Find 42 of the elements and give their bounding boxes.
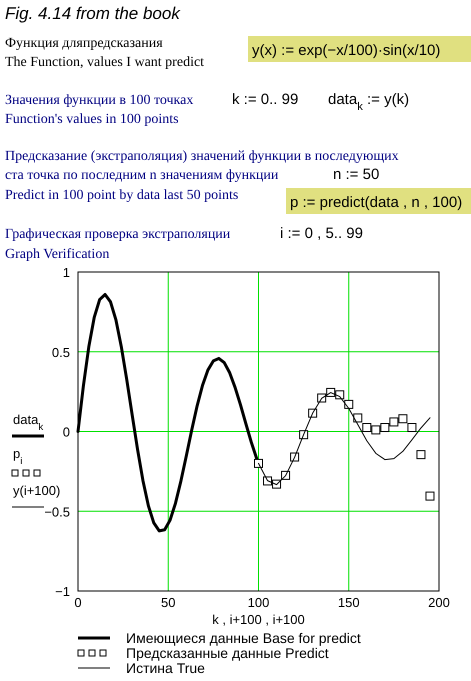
y-tick-label: −0.5	[44, 504, 70, 520]
text: Function's values in 100 points	[5, 112, 179, 127]
x-tick-label: 0	[74, 595, 82, 610]
point	[389, 417, 398, 426]
point	[254, 458, 263, 468]
point	[362, 423, 372, 432]
x-tick-label: 200	[428, 595, 450, 610]
point	[380, 423, 390, 432]
point	[407, 423, 416, 432]
x-tick-label: 150	[338, 595, 360, 610]
text: p := predict(data , n , 100)	[290, 194, 462, 211]
legend-label: Имеющиеся данные Base for predict	[126, 630, 361, 646]
text: y(x) := exp(−x/100)·sin(x/10)	[252, 42, 440, 59]
x-tick-label: 100	[248, 595, 270, 610]
text: i := 0 , 5.. 99	[280, 225, 363, 242]
point	[353, 413, 362, 422]
text: n := 50	[333, 166, 380, 183]
chart-title: Fig. 4.14 from the book	[5, 4, 182, 23]
text: k := 0.. 99	[232, 91, 298, 108]
legend-label: Истина True	[126, 660, 206, 676]
text: Функция дляпредсказания	[5, 36, 164, 51]
y-tick-label: −1	[55, 584, 70, 599]
point	[344, 400, 354, 409]
text: Значения функции в 100 точках	[5, 93, 194, 108]
y-tick-label: 0.5	[52, 344, 70, 360]
legend-label: Предсказанные данные Predict	[126, 645, 329, 661]
text: data$_{k}$ p$_{i}$ y(i+100)	[13, 412, 60, 498]
point	[398, 414, 408, 424]
text: Graph Verification	[5, 247, 110, 262]
y-tick-label: 0	[62, 424, 70, 440]
point	[416, 450, 426, 460]
y-tick-label: 1	[62, 265, 70, 280]
text: The Function, values I want predict	[5, 55, 204, 70]
x-tick-label: 50	[161, 595, 176, 610]
point	[425, 492, 434, 501]
text: data$_{k}$ := y(k)	[328, 91, 410, 113]
text: Предсказание (экстраполяция) значений функции в последующих	[5, 149, 399, 164]
point	[371, 425, 380, 434]
text: Графическая проверка экстраполяции	[5, 227, 231, 242]
x-axis-title: k , i+100 , i+100	[212, 612, 305, 627]
text: Predict in 100 point by data last 50 points	[5, 188, 238, 203]
text: ста точка по последним n значениям функции	[5, 168, 279, 183]
